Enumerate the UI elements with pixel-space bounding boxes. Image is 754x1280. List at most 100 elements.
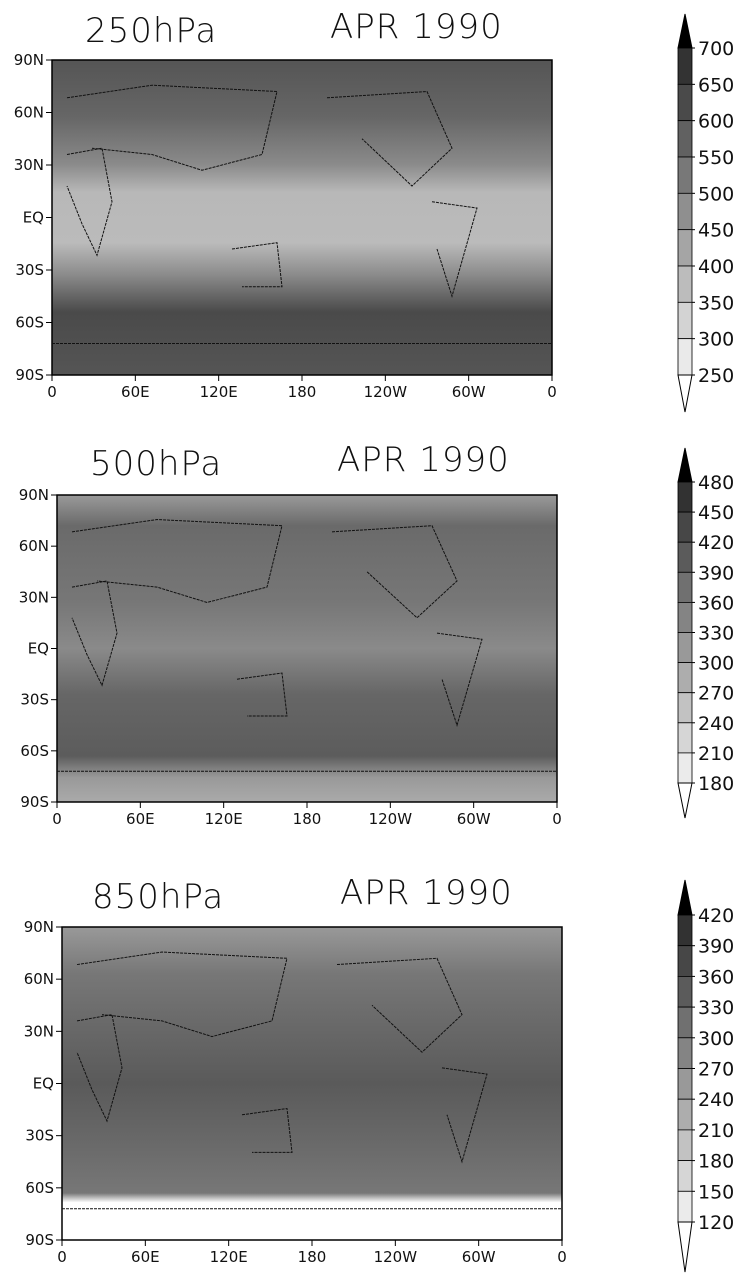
colorbar-segment xyxy=(677,752,693,784)
coastline xyxy=(71,519,283,603)
colorbar-segment xyxy=(677,945,693,977)
lat-tick-label: EQ xyxy=(33,1075,54,1093)
lon-tick-label: 0 xyxy=(47,383,57,401)
colorbar-label: 300 xyxy=(698,653,734,675)
colorbar-label: 330 xyxy=(698,997,734,1019)
coastline xyxy=(66,84,278,171)
colorbar-label: 700 xyxy=(698,38,734,60)
colorbar-segment xyxy=(677,662,693,694)
colorbar-bottom xyxy=(677,1221,693,1273)
colorbar-label: 450 xyxy=(698,502,734,524)
coastline xyxy=(331,525,458,619)
panel-date: APR 1990 xyxy=(330,7,503,47)
colorbar-segment xyxy=(677,541,693,573)
lat-tick-label: 90S xyxy=(20,793,49,811)
lon-tick-label: 120E xyxy=(210,1248,248,1266)
lat-tick-label: 60S xyxy=(15,314,44,332)
coastline xyxy=(66,147,113,257)
colorbar-segment xyxy=(677,83,693,122)
colorbar-label: 300 xyxy=(698,329,734,351)
colorbar-segment xyxy=(677,338,693,376)
panel-date: APR 1990 xyxy=(337,440,510,480)
colorbar-segment xyxy=(677,47,693,85)
coastline xyxy=(326,90,453,187)
colorbar-label: 250 xyxy=(698,365,734,387)
lon-tick-label: 0 xyxy=(557,1248,567,1266)
colorbar-label: 420 xyxy=(698,905,734,927)
colorbar-segment xyxy=(677,1068,693,1100)
map-field xyxy=(51,59,553,376)
colorbar-label: 360 xyxy=(698,592,734,614)
coastline xyxy=(441,1067,488,1164)
colorbar-top xyxy=(677,447,693,483)
colorbar-label: 150 xyxy=(698,1181,734,1203)
map-field xyxy=(61,926,563,1241)
lon-tick-label: 0 xyxy=(552,810,562,828)
colorbar-segment xyxy=(677,1037,693,1069)
colorbar-segment xyxy=(677,1129,693,1162)
colorbar-segment xyxy=(677,976,693,1008)
lon-tick-label: 60W xyxy=(452,383,486,401)
colorbar-segment xyxy=(677,632,693,664)
lon-tick-label: 60E xyxy=(131,1248,160,1266)
coastline xyxy=(71,580,118,687)
lat-tick-label: 90S xyxy=(25,1231,54,1249)
colorbar-segment xyxy=(677,1098,693,1131)
lon-tick-label: 180 xyxy=(288,383,317,401)
colorbar-label: 500 xyxy=(698,183,734,205)
lon-tick-label: 120E xyxy=(205,810,243,828)
colorbar-label: 210 xyxy=(698,1120,734,1142)
colorbar-segment xyxy=(677,692,693,724)
colorbar-label: 480 xyxy=(698,472,734,494)
colorbar-label: 650 xyxy=(698,74,734,96)
coastline xyxy=(431,201,478,298)
colorbar-top xyxy=(677,879,693,916)
coastline xyxy=(76,951,288,1038)
lat-tick-label: EQ xyxy=(23,209,44,227)
colorbar-segment xyxy=(677,192,693,231)
lat-tick-label: 30S xyxy=(20,691,49,709)
lat-tick-label: 30S xyxy=(25,1127,54,1145)
colorbar-segment xyxy=(677,1160,693,1192)
panel-level: 850hPa xyxy=(92,877,224,917)
colorbar-segment xyxy=(677,1190,693,1223)
colorbar-label: 420 xyxy=(698,532,734,554)
colorbar-segment xyxy=(677,571,693,603)
panel-level: 500hPa xyxy=(90,444,222,484)
lat-tick-label: 30S xyxy=(15,261,44,279)
colorbar-label: 390 xyxy=(698,562,734,584)
coastline xyxy=(241,1107,293,1153)
lat-tick-label: 30N xyxy=(24,1022,54,1040)
lon-tick-label: 0 xyxy=(57,1248,67,1266)
lon-tick-label: 60E xyxy=(121,383,150,401)
lon-tick-label: 120W xyxy=(364,383,408,401)
panel-date: APR 1990 xyxy=(340,873,513,913)
lon-tick-label: 60E xyxy=(126,810,155,828)
colorbar-segment xyxy=(677,229,693,267)
colorbar-label: 240 xyxy=(698,1089,734,1111)
lon-tick-label: 60W xyxy=(457,810,491,828)
colorbar-bottom xyxy=(677,782,693,819)
lon-tick-label: 120E xyxy=(200,383,238,401)
colorbar-label: 400 xyxy=(698,256,734,278)
coastline xyxy=(336,957,463,1053)
colorbar-segment xyxy=(677,602,693,633)
colorbar-segment xyxy=(677,914,693,947)
lat-tick-label: 90N xyxy=(24,918,54,936)
lat-tick-label: 60N xyxy=(19,537,49,555)
lat-tick-label: 60S xyxy=(20,742,49,760)
colorbar-label: 300 xyxy=(698,1028,734,1050)
colorbar-label: 270 xyxy=(698,683,734,705)
colorbar-segment xyxy=(677,265,693,303)
panel-level: 250hPa xyxy=(85,11,217,51)
colorbar-label: 450 xyxy=(698,220,734,242)
colorbar-label: 270 xyxy=(698,1059,734,1081)
lat-tick-label: 90N xyxy=(14,51,44,69)
map-field xyxy=(56,494,558,803)
colorbar-label: 180 xyxy=(698,773,734,795)
colorbar-segment xyxy=(677,511,693,543)
lon-tick-label: 180 xyxy=(298,1248,327,1266)
coastline xyxy=(231,242,283,288)
